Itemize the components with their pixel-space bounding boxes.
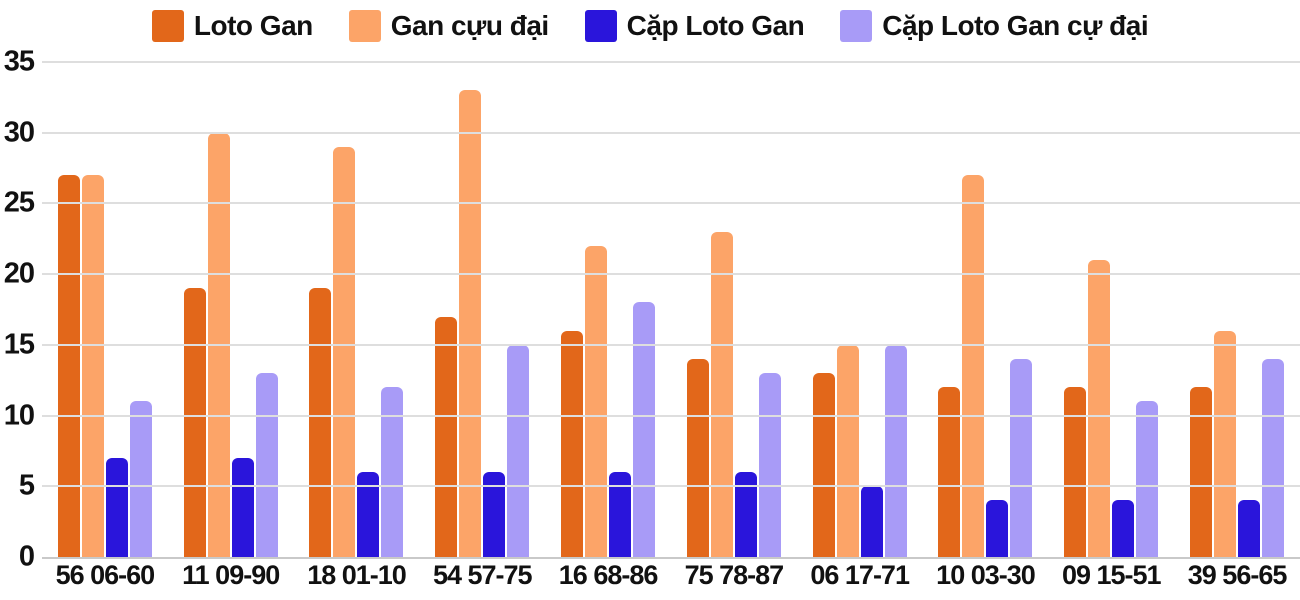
- bar-loto-gan[interactable]: [938, 387, 961, 557]
- bar-loto-gan[interactable]: [309, 288, 332, 557]
- bar-cap-loto-gan-cu-ai[interactable]: [507, 344, 530, 557]
- bar-group-54-57-75: [419, 62, 545, 557]
- legend-item-gan-cuu-ai[interactable]: Gan cựu đại: [348, 10, 549, 42]
- y-tick-label: 30: [3, 116, 35, 149]
- bar-gan-cuu-ai[interactable]: [1088, 260, 1111, 557]
- bar-loto-gan[interactable]: [812, 373, 835, 557]
- gridline-5: [42, 485, 1300, 488]
- bar-group-39-56-65: [1174, 62, 1300, 557]
- legend-label: Cặp Loto Gan cự đại: [882, 10, 1149, 41]
- bar-cap-loto-gan[interactable]: [609, 472, 632, 557]
- gridline-30: [42, 131, 1300, 134]
- bar-gan-cuu-ai[interactable]: [81, 175, 104, 557]
- bar-groups: [42, 62, 1300, 557]
- x-tick-label: 75 78-87: [684, 560, 785, 590]
- legend-label: Gan cựu đại: [390, 10, 549, 41]
- y-tick-label: 10: [3, 399, 35, 432]
- bar-cap-loto-gan-cu-ai[interactable]: [633, 302, 656, 557]
- legend-swatch-icon: [348, 10, 381, 42]
- legend-swatch-icon: [584, 10, 617, 42]
- bar-gan-cuu-ai[interactable]: [710, 231, 733, 557]
- bar-group-06-17-71: [797, 62, 923, 557]
- bar-gan-cuu-ai[interactable]: [962, 175, 985, 557]
- gridline-20: [42, 273, 1300, 276]
- x-tick-label: 11 09-90: [182, 560, 280, 590]
- bar-cap-loto-gan-cu-ai[interactable]: [884, 344, 907, 557]
- bar-group-75-78-87: [671, 62, 797, 557]
- bar-loto-gan[interactable]: [1064, 387, 1087, 557]
- bar-loto-gan[interactable]: [183, 288, 206, 557]
- x-tick-label: 16 68-86: [558, 560, 659, 590]
- bar-group-56-06-60: [42, 62, 168, 557]
- bar-group-11-09-90: [168, 62, 294, 557]
- y-tick-label: 25: [3, 186, 35, 219]
- bar-cap-loto-gan[interactable]: [483, 472, 506, 557]
- gridline-25: [42, 202, 1300, 205]
- bar-loto-gan[interactable]: [686, 359, 709, 557]
- y-tick-label: 35: [3, 45, 35, 78]
- bar-cap-loto-gan-cu-ai[interactable]: [381, 387, 404, 557]
- bar-cap-loto-gan[interactable]: [734, 472, 757, 557]
- bar-gan-cuu-ai[interactable]: [1214, 330, 1237, 557]
- plot-area: [42, 61, 1300, 559]
- bar-cap-loto-gan-cu-ai[interactable]: [1136, 401, 1159, 557]
- legend-label: Cặp Loto Gan: [626, 10, 805, 41]
- bar-cap-loto-gan-cu-ai[interactable]: [255, 373, 278, 557]
- bar-loto-gan[interactable]: [435, 316, 458, 557]
- gridline-15: [42, 343, 1300, 346]
- bar-loto-gan[interactable]: [561, 330, 584, 557]
- bar-group-16-68-86: [545, 62, 671, 557]
- bar-group-10-03-30: [923, 62, 1049, 557]
- bar-cap-loto-gan-cu-ai[interactable]: [1262, 359, 1285, 557]
- y-tick-label: 5: [18, 469, 35, 502]
- bar-gan-cuu-ai[interactable]: [585, 245, 608, 557]
- bar-cap-loto-gan-cu-ai[interactable]: [758, 373, 781, 557]
- legend-swatch-icon: [840, 10, 873, 42]
- x-tick-label: 18 01-10: [307, 560, 407, 590]
- y-tick-label: 20: [3, 257, 35, 290]
- bar-group-18-01-10: [294, 62, 420, 557]
- x-axis: 56 06-60 11 09-90 18 01-10 54 57-75 16 68-86…: [42, 560, 1300, 591]
- legend-label: Loto Gan: [193, 10, 313, 41]
- x-tick-label: 09 15-51: [1061, 560, 1162, 590]
- legend-item-loto-gan[interactable]: Loto Gan: [151, 10, 313, 42]
- bar-gan-cuu-ai[interactable]: [836, 344, 859, 557]
- bar-loto-gan[interactable]: [1190, 387, 1213, 557]
- y-tick-label: 0: [18, 540, 35, 573]
- chart-legend: Loto Gan Gan cựu đại Cặp Loto Gan Cặp Loto …: [0, 10, 1300, 42]
- y-axis: 0 5 10 15 20 25 30 35: [0, 47, 36, 571]
- bar-cap-loto-gan[interactable]: [231, 458, 254, 557]
- bar-loto-gan[interactable]: [57, 175, 80, 557]
- gridline-35: [42, 61, 1300, 63]
- y-tick-label: 15: [3, 328, 35, 361]
- bar-gan-cuu-ai[interactable]: [333, 146, 356, 557]
- x-tick-label: 56 06-60: [55, 560, 156, 590]
- bar-cap-loto-gan[interactable]: [986, 500, 1009, 557]
- bar-cap-loto-gan[interactable]: [105, 458, 128, 557]
- bar-cap-loto-gan[interactable]: [1238, 500, 1261, 557]
- x-tick-label: 39 56-65: [1187, 560, 1288, 590]
- bar-gan-cuu-ai[interactable]: [459, 90, 482, 557]
- gridline-10: [42, 414, 1300, 417]
- x-tick-label: 10 03-30: [936, 560, 1036, 590]
- legend-item-cap-loto-gan[interactable]: Cặp Loto Gan: [584, 10, 805, 42]
- legend-item-cap-loto-gan-cu-ai[interactable]: Cặp Loto Gan cự đại: [840, 10, 1149, 42]
- bar-cap-loto-gan-cu-ai[interactable]: [1010, 359, 1033, 557]
- bar-cap-loto-gan-cu-ai[interactable]: [129, 401, 152, 557]
- bar-cap-loto-gan[interactable]: [1112, 500, 1135, 557]
- bar-cap-loto-gan[interactable]: [860, 486, 883, 557]
- x-tick-label: 06 17-71: [810, 560, 910, 590]
- legend-swatch-icon: [151, 10, 184, 42]
- bar-cap-loto-gan[interactable]: [357, 472, 380, 557]
- x-tick-label: 54 57-75: [432, 560, 533, 590]
- bar-group-09-15-51: [1048, 62, 1174, 557]
